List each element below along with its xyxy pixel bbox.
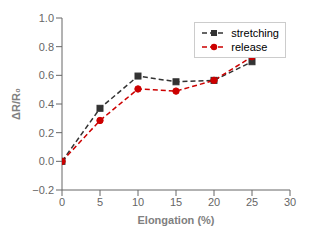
svg-text:0.4: 0.4 [39,98,54,110]
svg-text:20: 20 [208,196,220,208]
svg-text:0.0: 0.0 [39,155,54,167]
svg-text:30: 30 [284,196,296,208]
html-text:release: release [231,41,268,53]
svg-text:15: 15 [170,196,182,208]
svg-text:5: 5 [97,196,103,208]
svg-text:0.8: 0.8 [39,41,54,53]
html-text:stretching: stretching [231,27,279,39]
svg-text:0: 0 [59,196,65,208]
svg-text:Elongation (%): Elongation (%) [138,214,215,226]
svg-text:0.6: 0.6 [39,69,54,81]
svg-text:ΔR/R₀: ΔR/R₀ [10,88,22,120]
svg-text:25: 25 [246,196,258,208]
svg-text:−0.2: −0.2 [32,184,54,196]
svg-text:10: 10 [132,196,144,208]
svg-text:0.2: 0.2 [39,127,54,139]
svg-text:1.0: 1.0 [39,12,54,24]
